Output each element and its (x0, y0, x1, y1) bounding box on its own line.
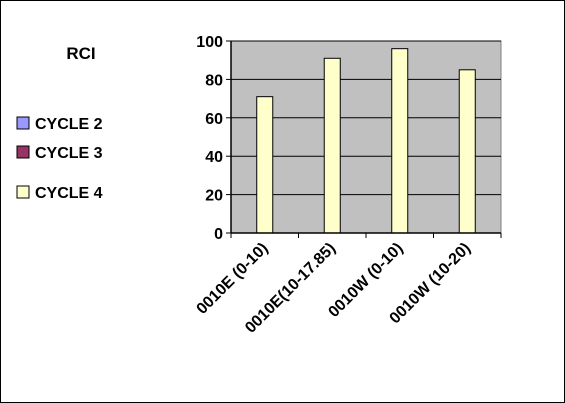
bar-cycle-4-2 (323, 57, 341, 234)
y-tick-label: 80 (205, 72, 223, 89)
y-tick-label: 100 (196, 34, 223, 51)
y-tick-label: 20 (205, 188, 223, 205)
bar-cycle-4-3 (391, 48, 409, 234)
y-tick-label: 40 (205, 149, 223, 166)
bar-cycle-4-4 (458, 69, 476, 234)
legend: RCI CYCLE 2 CYCLE 3 CYCLE 4 (16, 44, 103, 202)
legend-swatch (16, 185, 30, 199)
plot-background (230, 40, 502, 234)
legend-swatch (16, 145, 30, 159)
y-tick-label: 0 (214, 226, 223, 243)
legend-title: RCI (66, 44, 95, 63)
legend-label: CYCLE 4 (35, 185, 103, 202)
y-tick-label: 60 (205, 111, 223, 128)
legend-label: CYCLE 2 (35, 116, 103, 133)
legend-swatch (16, 116, 30, 130)
bar-cycle-4-1 (256, 96, 274, 234)
legend-label: CYCLE 3 (35, 145, 103, 162)
